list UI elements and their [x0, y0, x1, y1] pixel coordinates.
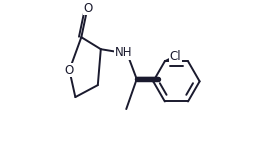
Text: NH: NH [114, 46, 132, 59]
Text: O: O [83, 2, 93, 14]
Text: O: O [64, 64, 73, 77]
Text: Cl: Cl [170, 50, 181, 63]
